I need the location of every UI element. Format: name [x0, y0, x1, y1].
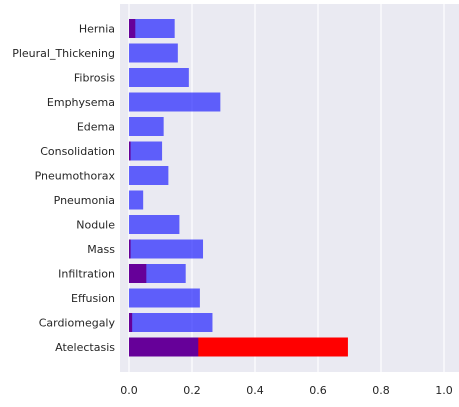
y-tick-label-atelectasis: Atelectasis [55, 341, 115, 354]
bar-pneumonia-series-1 [129, 190, 144, 210]
bar-edema-series-1 [129, 117, 164, 136]
y-tick-label-infiltration: Infiltration [58, 268, 115, 281]
bar-consolidation-series-1 [129, 141, 163, 161]
y-tick-label-cardiomegaly: Cardiomegaly [39, 317, 116, 330]
x-tick-labels: 0.0 0.2 0.4 0.6 0.8 1.0 [120, 384, 453, 397]
x-tick-label-5: 1.0 [435, 384, 453, 397]
bar-mass-series-1 [129, 239, 204, 259]
bar-atelectasis-series-1 [129, 337, 199, 357]
bar-pneumothorax-series-1 [129, 166, 169, 185]
x-tick-label-0: 0.0 [120, 384, 138, 397]
y-tick-label-edema: Edema [77, 121, 115, 134]
y-tick-label-consolidation: Consolidation [40, 145, 115, 158]
bar-effusion-series-1 [129, 288, 200, 308]
bar-cardiomegaly-series-1 [129, 313, 213, 332]
bar-hernia-series-1 [129, 19, 175, 38]
bar-emphysema-series-1 [129, 92, 221, 112]
y-tick-label-nodule: Nodule [76, 219, 115, 232]
bar-fibrosis-series-1 [129, 68, 189, 87]
bars [129, 19, 348, 357]
grid-lines [128, 4, 445, 372]
bar-nodule-series-1 [129, 215, 180, 234]
x-tick-label-3: 0.6 [309, 384, 327, 397]
y-tick-labels: Atelectasis Cardiomegaly Effusion Infiltrat… [12, 23, 115, 355]
y-tick-label-pneumothorax: Pneumothorax [35, 170, 116, 183]
x-tick-label-1: 0.2 [183, 384, 201, 397]
y-tick-label-mass: Mass [87, 243, 115, 256]
y-tick-label-emphysema: Emphysema [47, 96, 115, 109]
plot-area [120, 4, 459, 372]
y-tick-label-pleural-thickening: Pleural_Thickening [12, 47, 115, 60]
y-tick-label-fibrosis: Fibrosis [74, 72, 115, 85]
bar-infiltration-series-1 [129, 264, 186, 283]
x-tick-label-4: 0.8 [372, 384, 390, 397]
x-tick-label-2: 0.4 [246, 384, 264, 397]
bar-pleural-thickening-series-1 [129, 43, 178, 63]
y-tick-label-effusion: Effusion [71, 292, 115, 305]
y-tick-label-pneumonia: Pneumonia [54, 194, 115, 207]
y-tick-label-hernia: Hernia [79, 23, 115, 36]
